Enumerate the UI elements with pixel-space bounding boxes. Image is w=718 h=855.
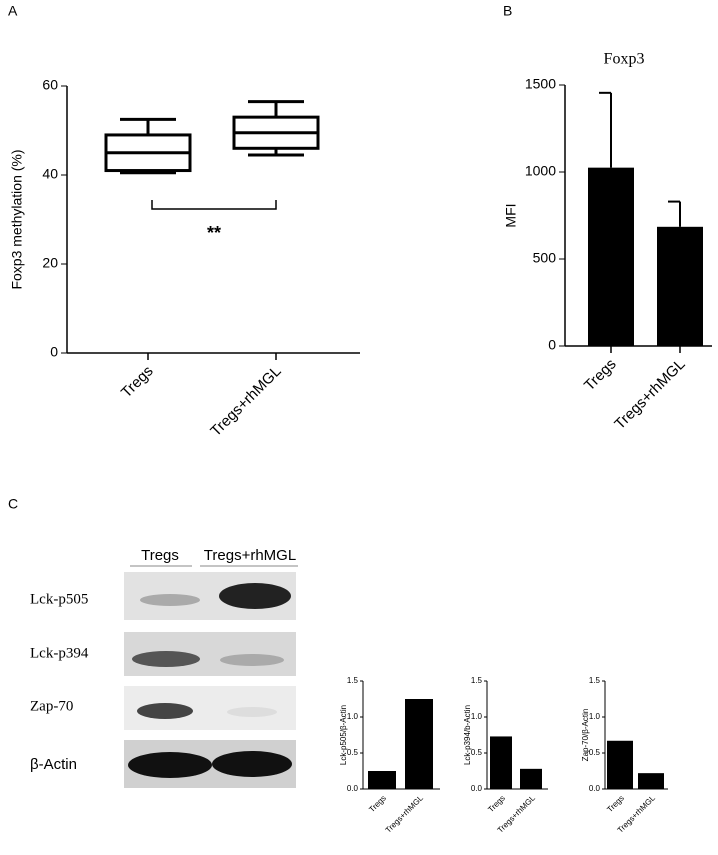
y-tick-label: 1.0 — [347, 712, 359, 721]
bar — [405, 699, 433, 789]
y-tick-label: 1.0 — [471, 712, 483, 721]
blot-column: Tregs+rhMGL — [204, 547, 296, 564]
band — [212, 751, 292, 777]
y-tick-label: 1000 — [525, 163, 556, 179]
band — [140, 594, 200, 606]
y-axis-label: Zap-70/β-Actin — [581, 709, 590, 762]
y-axis-label: Lck-p394/b-Actin — [463, 705, 472, 765]
x-tick-label: Tregs+rhMGL — [611, 356, 688, 433]
blot-column: Tregs — [141, 547, 179, 564]
x-tick-label: Tregs — [118, 363, 157, 402]
band — [132, 651, 200, 667]
bar — [490, 736, 512, 789]
y-tick-label: 40 — [42, 166, 58, 182]
x-tick-label: Tregs — [581, 356, 620, 395]
bar — [607, 740, 633, 789]
y-tick-label: 60 — [42, 77, 58, 93]
western-blot: Tregs Tregs+rhMGL Lck-p505 Lck-p394 Zap-… — [30, 547, 298, 788]
y-tick-label: 1.5 — [471, 676, 483, 685]
x-tick-label: Tregs — [486, 794, 507, 815]
y-tick-label: 20 — [42, 255, 58, 271]
bar — [520, 768, 542, 789]
y-axis-label: Lck-p505/β-Actin — [339, 705, 348, 765]
y-tick-label: 0.0 — [589, 784, 601, 793]
y-tick-label: 1500 — [525, 76, 556, 92]
y-tick-label: 0.0 — [471, 784, 483, 793]
band — [128, 752, 212, 778]
x-tick-label: Tregs — [367, 794, 388, 815]
blot-row: Lck-p394 — [30, 645, 89, 661]
y-axis-label: MFI — [503, 203, 519, 227]
bar — [368, 771, 396, 789]
panel-label: B — [503, 3, 512, 19]
band — [220, 654, 284, 666]
y-tick-label: 0 — [50, 344, 58, 360]
x-tick-label: Tregs+rhMGL — [207, 363, 284, 440]
annotation: ** — [207, 223, 221, 243]
blot-row: Lck-p505 — [30, 591, 88, 607]
y-tick-label: 1.0 — [589, 712, 601, 721]
chart-title: Foxp3 — [604, 51, 645, 68]
significance-bracket — [151, 200, 277, 210]
bar — [657, 226, 703, 346]
bar — [588, 167, 634, 346]
y-axis-label: Foxp3 methylation (%) — [9, 149, 25, 289]
y-tick-label: 1.5 — [347, 676, 359, 685]
blot-row: β-Actin — [30, 756, 77, 773]
y-tick-label: 500 — [533, 250, 557, 266]
band — [219, 583, 291, 609]
y-tick-label: 0.5 — [347, 748, 359, 757]
band — [227, 707, 277, 717]
y-tick-label: 0.5 — [589, 748, 601, 757]
y-tick-label: 0.5 — [471, 748, 483, 757]
panel-label: C — [8, 496, 18, 512]
y-tick-label: 0.0 — [347, 784, 359, 793]
x-tick-label: Tregs+rhMGL — [384, 793, 426, 835]
x-tick-label: Tregs — [605, 794, 626, 815]
y-tick-label: 0 — [548, 337, 556, 353]
blot-row: Zap-70 — [30, 698, 73, 714]
bar — [638, 773, 664, 789]
y-tick-label: 1.5 — [589, 676, 601, 685]
band — [137, 703, 193, 719]
panel-label: A — [8, 3, 18, 19]
